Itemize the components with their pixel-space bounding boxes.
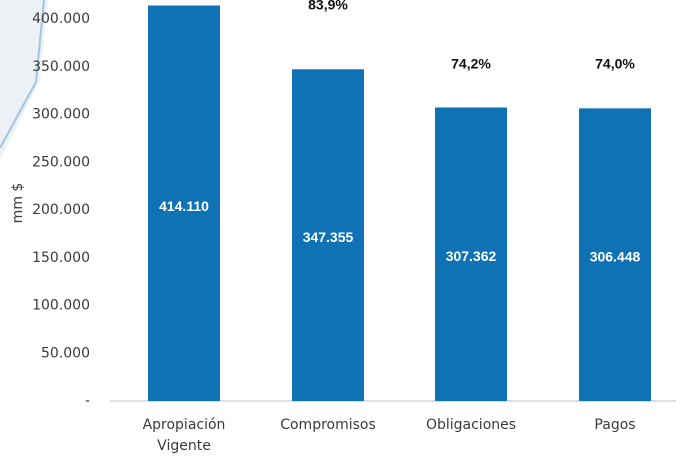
percentage-labels: 83,9% 74,2% 74,0%	[308, 0, 635, 72]
bars	[148, 5, 651, 402]
bar-value-label: 306.448	[590, 248, 641, 264]
bar-value-label: 307.362	[446, 248, 497, 264]
y-tick-label: 200.000	[32, 202, 90, 218]
category-label: Compromisos	[280, 417, 376, 433]
bar-value-label: 414.110	[159, 198, 209, 214]
y-axis-label: mm $	[10, 183, 26, 224]
y-tick-label: 400.000	[32, 11, 90, 27]
bar	[292, 69, 364, 402]
category-label: Obligaciones	[426, 417, 516, 433]
category-label: Vigente	[157, 438, 211, 454]
y-tick-label: 300.000	[32, 107, 90, 123]
percentage-label: 74,2%	[451, 56, 491, 72]
percentage-label: 74,0%	[595, 56, 635, 72]
bar	[148, 5, 220, 401]
y-tick-label: 50.000	[41, 345, 90, 361]
y-axis-ticks: - 50.000 100.000 150.000 200.000 250.000 300.0…	[32, 11, 90, 409]
y-tick-label: 100.000	[32, 298, 90, 314]
y-tick-label: 250.000	[32, 154, 90, 170]
value-labels: 414.110 347.355 307.362 306.448	[159, 198, 640, 264]
y-tick-label: 350.000	[32, 59, 90, 75]
category-label: Apropiación	[143, 417, 226, 433]
y-axis-label-group: mm $	[10, 183, 26, 224]
y-tick-label: 150.000	[32, 250, 90, 266]
y-tick-label: -	[85, 393, 90, 409]
category-labels: Apropiación Vigente Compromisos Obligacione…	[143, 417, 636, 454]
decorative-corner-graphic	[0, 0, 48, 160]
bar	[579, 108, 651, 401]
bar-value-label: 347.355	[303, 229, 354, 245]
percentage-label: 83,9%	[308, 0, 348, 13]
bar	[435, 107, 507, 401]
category-label: Pagos	[594, 417, 635, 433]
